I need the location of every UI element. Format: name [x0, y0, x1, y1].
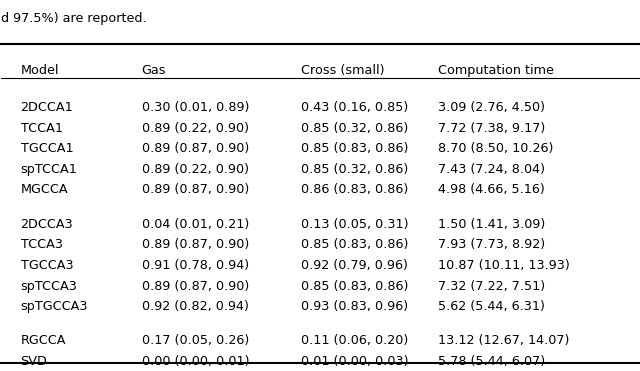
Text: 0.85 (0.83, 0.86): 0.85 (0.83, 0.86) [301, 238, 408, 251]
Text: 0.00 (0.00, 0.01): 0.00 (0.00, 0.01) [141, 355, 249, 368]
Text: Model: Model [20, 64, 59, 77]
Text: 0.85 (0.32, 0.86): 0.85 (0.32, 0.86) [301, 122, 408, 135]
Text: 7.72 (7.38, 9.17): 7.72 (7.38, 9.17) [438, 122, 545, 135]
Text: MGCCA: MGCCA [20, 183, 68, 196]
Text: 0.04 (0.01, 0.21): 0.04 (0.01, 0.21) [141, 218, 249, 231]
Text: Cross (small): Cross (small) [301, 64, 385, 77]
Text: 1.50 (1.41, 3.09): 1.50 (1.41, 3.09) [438, 218, 545, 231]
Text: 0.89 (0.87, 0.90): 0.89 (0.87, 0.90) [141, 279, 249, 292]
Text: 0.92 (0.79, 0.96): 0.92 (0.79, 0.96) [301, 259, 408, 272]
Text: TGCCA1: TGCCA1 [20, 142, 73, 155]
Text: Computation time: Computation time [438, 64, 554, 77]
Text: spTCCA1: spTCCA1 [20, 163, 77, 176]
Text: spTCCA3: spTCCA3 [20, 279, 77, 292]
Text: 0.43 (0.16, 0.85): 0.43 (0.16, 0.85) [301, 101, 408, 114]
Text: TCCA3: TCCA3 [20, 238, 63, 251]
Text: Gas: Gas [141, 64, 166, 77]
Text: 5.62 (5.44, 6.31): 5.62 (5.44, 6.31) [438, 300, 545, 313]
Text: 0.11 (0.06, 0.20): 0.11 (0.06, 0.20) [301, 334, 408, 347]
Text: 2DCCA1: 2DCCA1 [20, 101, 73, 114]
Text: 0.17 (0.05, 0.26): 0.17 (0.05, 0.26) [141, 334, 249, 347]
Text: 0.30 (0.01, 0.89): 0.30 (0.01, 0.89) [141, 101, 249, 114]
Text: d 97.5%) are reported.: d 97.5%) are reported. [1, 12, 147, 25]
Text: 7.43 (7.24, 8.04): 7.43 (7.24, 8.04) [438, 163, 545, 176]
Text: 0.86 (0.83, 0.86): 0.86 (0.83, 0.86) [301, 183, 408, 196]
Text: 0.91 (0.78, 0.94): 0.91 (0.78, 0.94) [141, 259, 249, 272]
Text: 0.85 (0.32, 0.86): 0.85 (0.32, 0.86) [301, 163, 408, 176]
Text: 0.01 (0.00, 0.03): 0.01 (0.00, 0.03) [301, 355, 408, 368]
Text: 4.98 (4.66, 5.16): 4.98 (4.66, 5.16) [438, 183, 545, 196]
Text: 0.93 (0.83, 0.96): 0.93 (0.83, 0.96) [301, 300, 408, 313]
Text: SVD: SVD [20, 355, 47, 368]
Text: 2DCCA3: 2DCCA3 [20, 218, 73, 231]
Text: 0.89 (0.22, 0.90): 0.89 (0.22, 0.90) [141, 122, 248, 135]
Text: 10.87 (10.11, 13.93): 10.87 (10.11, 13.93) [438, 259, 570, 272]
Text: 5.78 (5.44, 6.07): 5.78 (5.44, 6.07) [438, 355, 545, 368]
Text: 0.13 (0.05, 0.31): 0.13 (0.05, 0.31) [301, 218, 408, 231]
Text: 0.89 (0.22, 0.90): 0.89 (0.22, 0.90) [141, 163, 248, 176]
Text: 0.85 (0.83, 0.86): 0.85 (0.83, 0.86) [301, 279, 408, 292]
Text: TCCA1: TCCA1 [20, 122, 63, 135]
Text: spTGCCA3: spTGCCA3 [20, 300, 88, 313]
Text: 3.09 (2.76, 4.50): 3.09 (2.76, 4.50) [438, 101, 545, 114]
Text: 0.89 (0.87, 0.90): 0.89 (0.87, 0.90) [141, 142, 249, 155]
Text: TGCCA3: TGCCA3 [20, 259, 73, 272]
Text: 0.89 (0.87, 0.90): 0.89 (0.87, 0.90) [141, 238, 249, 251]
Text: 13.12 (12.67, 14.07): 13.12 (12.67, 14.07) [438, 334, 569, 347]
Text: 0.92 (0.82, 0.94): 0.92 (0.82, 0.94) [141, 300, 248, 313]
Text: RGCCA: RGCCA [20, 334, 66, 347]
Text: 0.89 (0.87, 0.90): 0.89 (0.87, 0.90) [141, 183, 249, 196]
Text: 7.32 (7.22, 7.51): 7.32 (7.22, 7.51) [438, 279, 545, 292]
Text: 0.85 (0.83, 0.86): 0.85 (0.83, 0.86) [301, 142, 408, 155]
Text: 7.93 (7.73, 8.92): 7.93 (7.73, 8.92) [438, 238, 545, 251]
Text: 8.70 (8.50, 10.26): 8.70 (8.50, 10.26) [438, 142, 553, 155]
